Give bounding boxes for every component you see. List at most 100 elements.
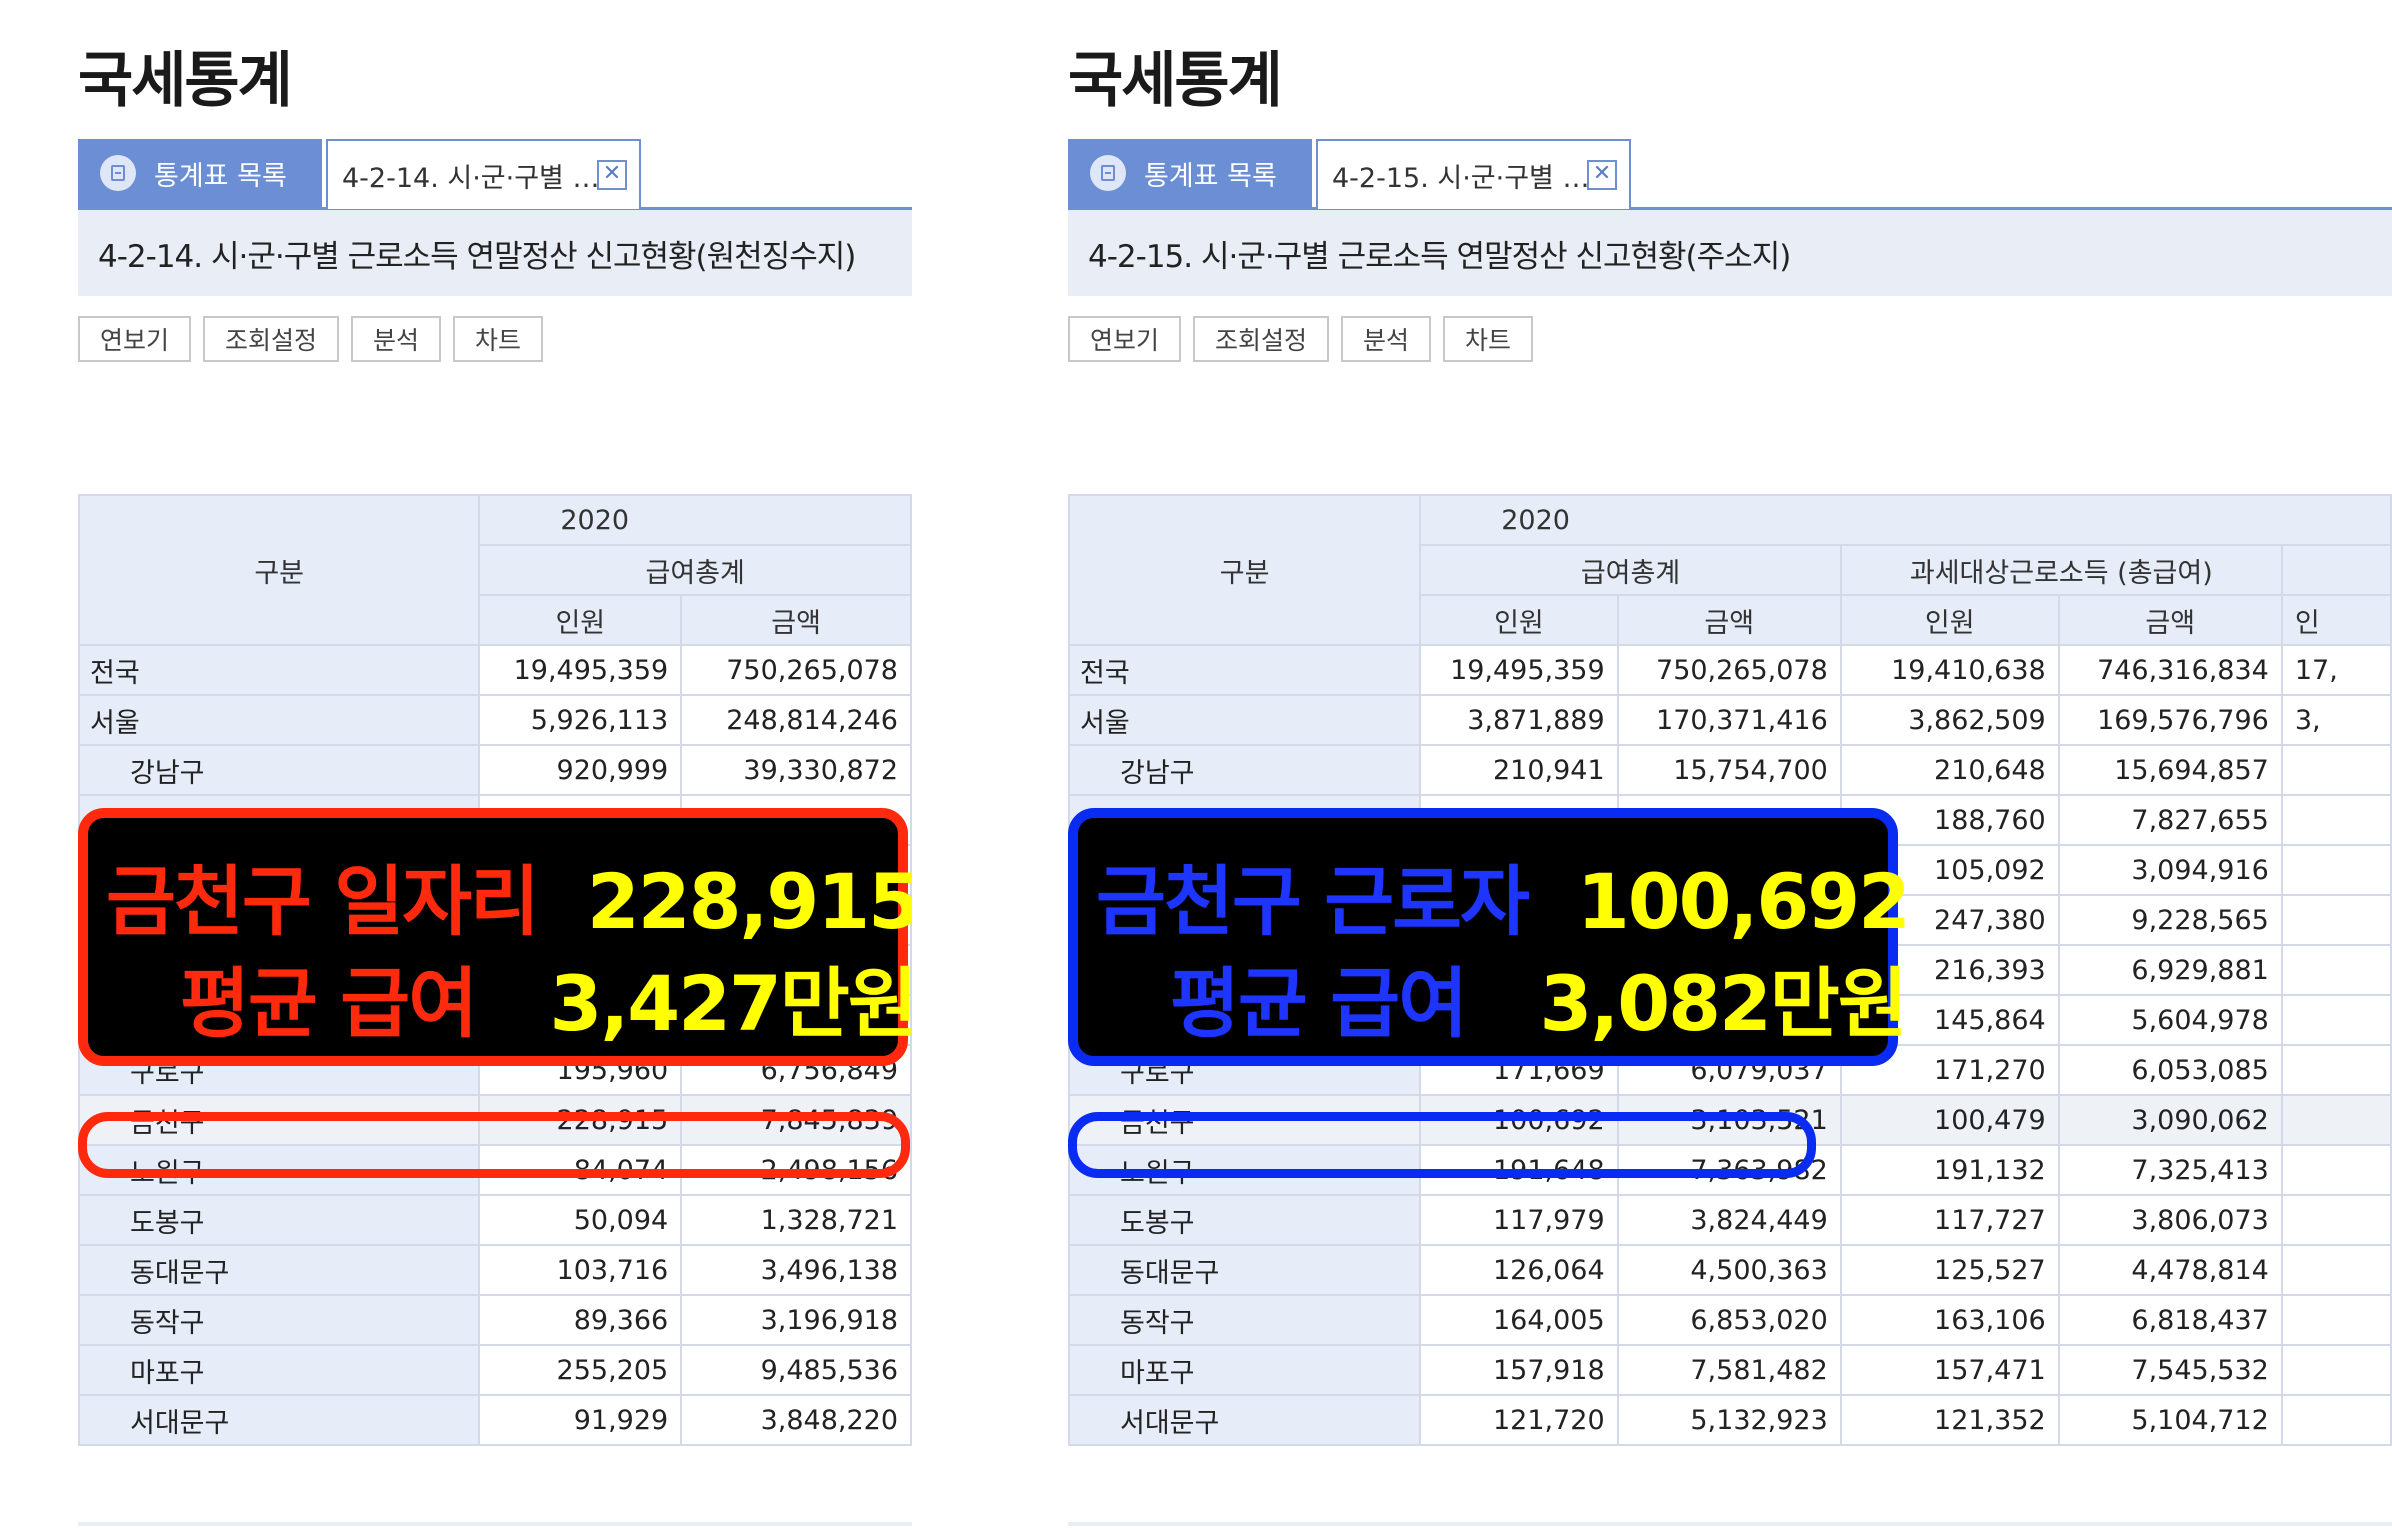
table-cell: 126,064 (1419, 1244, 1619, 1296)
group-header: 급여총계 (478, 544, 912, 596)
page-title: 국세통계 (1068, 46, 1283, 116)
table-cell (2280, 1044, 2392, 1096)
table-cell: 163,106 (1839, 1294, 2060, 1346)
table-cell: 7,845,839 (680, 1094, 912, 1146)
page-title: 국세통계 (78, 46, 293, 116)
divider (1068, 1522, 2392, 1526)
table-cell (2280, 844, 2392, 896)
subcolumn-header: 금액 (1616, 594, 1842, 646)
table-cell: 7,325,413 (2057, 1144, 2283, 1196)
toolbar: 연보기 조회설정 분석 차트 (1068, 316, 1534, 362)
table-cell: 5,104,712 (2057, 1394, 2283, 1446)
subcolumn-header: 인 (2280, 594, 2392, 646)
close-icon[interactable]: ✕ (1587, 160, 1617, 190)
table-cell (2280, 1344, 2392, 1396)
subcolumn-header: 인원 (1839, 594, 2060, 646)
table-cell: 117,979 (1419, 1194, 1619, 1246)
table-cell: 15,754,700 (1616, 744, 1842, 796)
table-cell: 3,862,509 (1839, 694, 2060, 746)
tab-stat-list[interactable]: 통계표 목록 (78, 139, 322, 207)
analysis-button[interactable]: 분석 (1341, 316, 1432, 362)
chart-button[interactable]: 차트 (1443, 316, 1534, 362)
tab-stat-list[interactable]: 통계표 목록 (1068, 139, 1312, 207)
table-cell: 5,926,113 (478, 694, 683, 746)
table-cell: 4,500,363 (1616, 1244, 1842, 1296)
year-header: 2020 (478, 494, 912, 546)
row-label: 강남구 (1067, 744, 1422, 796)
tab-document[interactable]: 4-2-14. 시·군·구별 … ✕ (326, 139, 641, 209)
subcolumn-header: 금액 (2057, 594, 2283, 646)
table-cell: 19,495,359 (478, 644, 683, 696)
table-cell: 91,929 (478, 1394, 683, 1446)
tab-document-label: 4-2-14. 시·군·구별 … (342, 162, 600, 194)
query-settings-button[interactable]: 조회설정 (1193, 316, 1330, 362)
table-row: 전국 19,495,359 750,265,078 (77, 644, 912, 696)
tab-document-label: 4-2-15. 시·군·구별 … (1332, 162, 1590, 194)
right-panel: 국세통계 통계표 목록 4-2-15. 시·군·구별 … ✕ 4-2-15. 시… (990, 0, 2392, 1532)
query-settings-button[interactable]: 조회설정 (203, 316, 340, 362)
table-row: 동대문구 126,064 4,500,363 125,527 4,478,814 (1067, 1244, 2392, 1296)
analysis-button[interactable]: 분석 (351, 316, 442, 362)
row-label: 동대문구 (77, 1244, 481, 1296)
callout-value: 3,427만원 (549, 959, 912, 1048)
chart-button[interactable]: 차트 (453, 316, 544, 362)
table-cell: 2,498,156 (680, 1144, 912, 1196)
table-row: 노원구 84,074 2,498,156 (77, 1144, 912, 1196)
table-cell: 3,496,138 (680, 1244, 912, 1296)
table-cell: 39,330,872 (680, 744, 912, 796)
table-cell: 17, (2280, 644, 2392, 696)
table-cell: 121,720 (1419, 1394, 1619, 1446)
table-heading: 4-2-15. 시·군·구별 근로소득 연말정산 신고현황(주소지) (1068, 210, 2392, 296)
table-cell: 248,814,246 (680, 694, 912, 746)
row-label: 도봉구 (1067, 1194, 1422, 1246)
table-cell: 157,471 (1839, 1344, 2060, 1396)
table-cell: 1,328,721 (680, 1194, 912, 1246)
table-row: 동대문구 103,716 3,496,138 (77, 1244, 912, 1296)
table-cell: 3,806,073 (2057, 1194, 2283, 1246)
callout-value: 100,692 (1576, 857, 1911, 946)
tab-stat-list-label: 통계표 목록 (154, 160, 287, 192)
tab-bar: 통계표 목록 4-2-14. 시·군·구별 … ✕ (78, 139, 912, 210)
table-cell (2280, 1144, 2392, 1196)
table-cell: 7,827,655 (2057, 794, 2283, 846)
row-label: 마포구 (1067, 1344, 1422, 1396)
row-label: 노원구 (1067, 1144, 1422, 1196)
group-header: 과세대상근로소득 (총급여) (1839, 544, 2283, 596)
table-cell (2280, 1094, 2392, 1146)
table-cell (2280, 794, 2392, 846)
table-cell: 19,495,359 (1419, 644, 1619, 696)
callout-key: 금천구 일자리 (106, 857, 540, 946)
table-row: 서대문구 91,929 3,848,220 (77, 1394, 912, 1446)
subcolumn-header: 인원 (1419, 594, 1619, 646)
row-label: 금천구 (1067, 1094, 1422, 1146)
table-cell: 3,196,918 (680, 1294, 912, 1346)
table-row: 마포구 255,205 9,485,536 (77, 1344, 912, 1396)
table-cell (2280, 894, 2392, 946)
table-cell: 19,410,638 (1839, 644, 2060, 696)
subcolumn-header: 인원 (478, 594, 683, 646)
callout-value: 3,082만원 (1539, 959, 1908, 1048)
group-header: 급여총계 (1419, 544, 1842, 596)
yearbook-button[interactable]: 연보기 (78, 316, 192, 362)
tab-document[interactable]: 4-2-15. 시·군·구별 … ✕ (1316, 139, 1631, 209)
divider (78, 1522, 912, 1526)
callout-key: 평균 급여 (1170, 959, 1468, 1048)
tab-stat-list-label: 통계표 목록 (1144, 160, 1277, 192)
table-row: 서울 3,871,889 170,371,416 3,862,509 169,576,7… (1067, 694, 2392, 746)
table-row: 동작구 89,366 3,196,918 (77, 1294, 912, 1346)
table-row: 마포구 157,918 7,581,482 157,471 7,545,532 (1067, 1344, 2392, 1396)
left-panel: 국세통계 통계표 목록 4-2-14. 시·군·구별 … ✕ 4-2-14. 시… (0, 0, 912, 1532)
close-icon[interactable]: ✕ (597, 160, 627, 190)
table-cell: 157,918 (1419, 1344, 1619, 1396)
toolbar: 연보기 조회설정 분석 차트 (78, 316, 544, 362)
annotation-callout: 금천구 근로자 100,692 평균 급여 3,082만원 (1068, 808, 1911, 1066)
table-cell: 117,727 (1839, 1194, 2060, 1246)
yearbook-button[interactable]: 연보기 (1068, 316, 1182, 362)
table-body: 전국 19,495,359 750,265,078 19,410,638 746,316… (1067, 644, 2392, 1446)
table-cell: 170,371,416 (1616, 694, 1842, 746)
table-cell: 9,228,565 (2057, 894, 2283, 946)
table-cell: 920,999 (478, 744, 683, 796)
callout-value: 228,915 (586, 857, 912, 946)
list-icon (1090, 155, 1126, 191)
table-cell: 5,604,978 (2057, 994, 2283, 1046)
